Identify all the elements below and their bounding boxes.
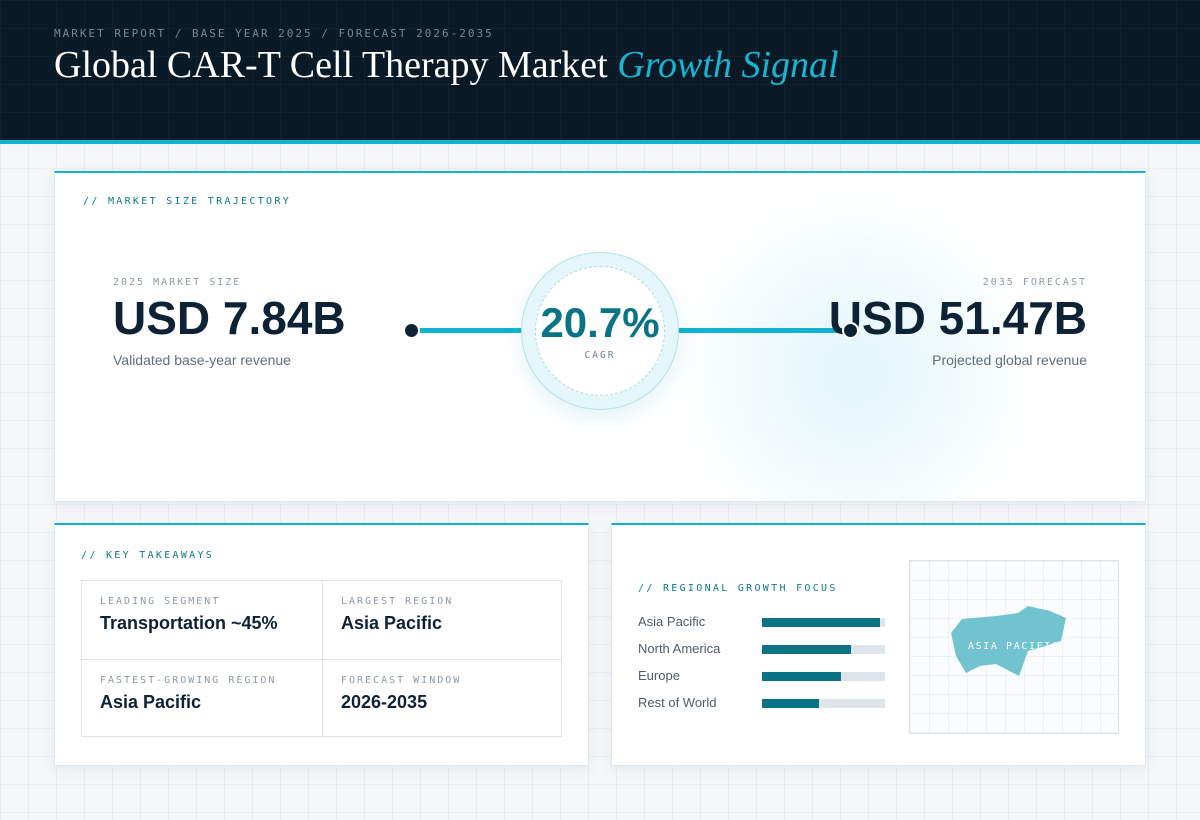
regional-bar-list: Asia Pacific North America Europe Rest o… [638,611,888,719]
takeaway-label: LARGEST REGION [341,596,454,607]
regional-growth-card: // REGIONAL GROWTH FOCUS Asia Pacific No… [611,523,1146,766]
takeaway-cell: LARGEST REGION Asia Pacific [322,581,561,659]
trajectory-card-label: // MARKET SIZE TRAJECTORY [83,196,292,207]
title-main: Global CAR-T Cell Therapy Market [54,44,608,86]
report-kicker: MARKET REPORT / BASE YEAR 2025 / FORECAS… [54,27,494,40]
cagr-badge-inner-ring [535,266,665,396]
takeaways-card-label: // KEY TAKEAWAYS [81,550,215,561]
base-year-label: 2025 MARKET SIZE [113,277,242,288]
cagr-label: CAGR [584,350,616,361]
background-glow [675,193,1035,501]
region-bar-track [762,618,885,627]
forecast-label: 2035 FORECAST [982,277,1087,288]
base-year-description: Validated base-year revenue [113,352,291,368]
takeaway-label: FORECAST WINDOW [341,675,462,686]
region-bar-fill [762,618,881,627]
region-bar-track [762,672,885,681]
region-bar-row: North America [638,638,888,665]
region-name: Europe [638,668,680,683]
region-bar-track [762,699,885,708]
asia-pacific-map-shape [951,606,1066,676]
forecast-description: Projected global revenue [932,352,1087,368]
takeaway-label: LEADING SEGMENT [100,596,221,607]
forecast-stat: 2035 FORECAST USD 51.47B Projected globa… [829,277,1087,368]
asia-pacific-region-shape [951,606,1066,676]
takeaway-label: FASTEST-GROWING REGION [100,675,277,686]
start-point-dot [403,322,420,339]
region-bar-row: Asia Pacific [638,611,888,638]
region-bar-row: Rest of World [638,692,888,719]
map-region-label: ASIA PACIFIC [968,641,1060,652]
key-takeaways-card: // KEY TAKEAWAYS LEADING SEGMENT Transpo… [54,523,589,766]
title-accent: Growth Signal [617,44,839,86]
takeaway-value: Asia Pacific [341,613,443,633]
forecast-value: USD 51.47B [828,292,1087,344]
takeaway-value: Asia Pacific [100,692,202,712]
region-map: ASIA PACIFIC [909,560,1119,734]
takeaway-cell: FORECAST WINDOW 2026-2035 [322,659,561,736]
region-name: Asia Pacific [638,614,706,629]
base-year-stat: 2025 MARKET SIZE USD 7.84B Validated bas… [113,277,346,368]
takeaway-value: 2026-2035 [341,692,428,712]
base-year-value: USD 7.84B [113,292,346,344]
cagr-badge: 20.7% CAGR [521,252,679,410]
region-bar-fill [762,672,841,681]
region-name: Rest of World [638,695,717,710]
takeaway-value: Transportation ~45% [100,613,278,633]
region-bar-fill [762,699,819,708]
region-bar-fill [762,645,851,654]
regional-card-label: // REGIONAL GROWTH FOCUS [638,583,838,594]
end-point-dot [842,322,859,339]
report-header: MARKET REPORT / BASE YEAR 2025 / FORECAS… [0,0,1200,144]
region-bar-track [762,645,885,654]
region-name: North America [638,641,721,656]
takeaway-cell: FASTEST-GROWING REGION Asia Pacific [82,659,322,736]
cagr-value: 20.7% [540,299,660,346]
takeaways-grid: LEADING SEGMENT Transportation ~45% LARG… [81,580,562,737]
region-bar-row: Europe [638,665,888,692]
takeaway-cell: LEADING SEGMENT Transportation ~45% [82,581,322,659]
market-size-trajectory-card: // MARKET SIZE TRAJECTORY 2025 MARKET SI… [54,171,1146,502]
page-title: Global CAR-T Cell Therapy Market Growth … [54,43,839,87]
